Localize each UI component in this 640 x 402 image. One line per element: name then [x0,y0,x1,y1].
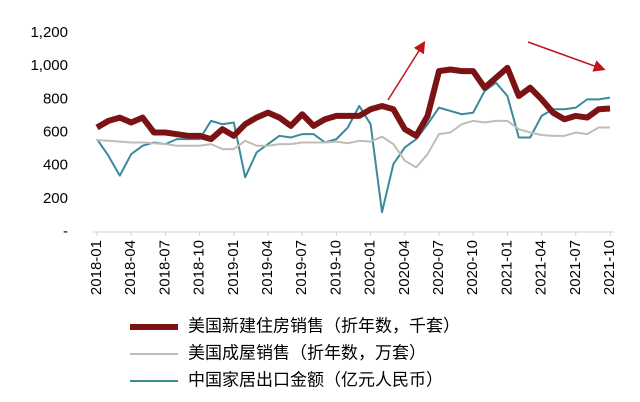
x-tick-label: 2018-10 [191,240,208,295]
annotation-arrow [387,40,426,101]
x-tick-label: 2018-01 [88,240,105,295]
y-tick-label: 600 [43,123,68,140]
annotation-arrow [527,41,606,72]
y-tick-label: 200 [43,190,68,207]
x-tick-label: 2021-04 [533,240,550,295]
x-tick-label: 2021-10 [601,240,618,295]
legend-label: 中国家居出口金额（亿元人民币） [188,370,443,389]
x-tick-label: 2019-07 [293,240,310,295]
series-line [96,119,610,169]
x-tick-label: 2019-10 [327,240,344,295]
x-tick-label: 2020-07 [430,240,447,295]
x-tick-label: 2019-01 [225,240,242,295]
y-tick-label: - [63,223,68,240]
x-tick-label: 2018-04 [122,240,139,295]
x-tick-label: 2021-01 [498,240,515,295]
legend-label: 美国成屋销售（折年数，万套） [188,343,426,362]
x-tick-label: 2021-07 [567,240,584,295]
x-tick-label: 2019-04 [259,240,276,295]
x-tick-label: 2020-04 [396,240,413,295]
y-tick-label: 800 [43,90,68,107]
y-tick-label: 1,200 [30,24,68,41]
x-tick-label: 2018-07 [156,240,173,295]
series-line [95,64,611,143]
x-tick-label: 2020-10 [464,240,481,295]
x-tick-label: 2020-01 [362,240,379,295]
y-tick-label: 1,000 [30,57,68,74]
series-line [96,81,611,214]
y-tick-label: 400 [43,157,68,174]
legend-label: 美国新建住房销售（折年数，千套） [188,316,460,335]
